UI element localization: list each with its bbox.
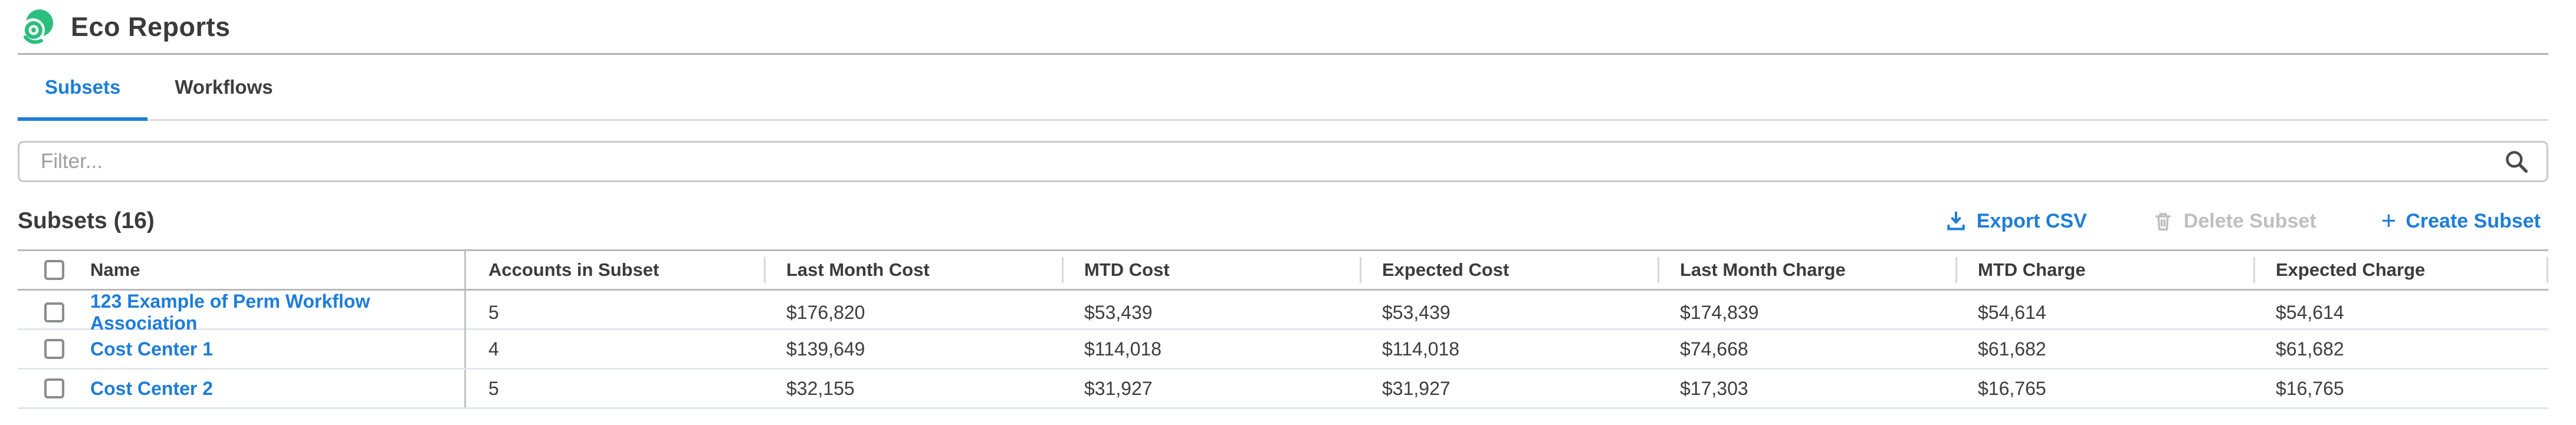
cell-last-month-charge: $174,839: [1680, 301, 1759, 323]
page-title: Eco Reports: [71, 12, 231, 42]
tab-subsets[interactable]: Subsets: [18, 55, 148, 121]
header-cell-last-month-charge: Last Month Charge: [1658, 251, 1955, 289]
cell-last-month-charge: $17,303: [1680, 377, 1748, 399]
filter-container: [18, 141, 2548, 182]
create-subset-button[interactable]: + Create Subset: [2381, 208, 2541, 234]
cell-mtd-cost: $31,927: [1084, 377, 1153, 399]
search-icon: [2506, 151, 2528, 173]
header-cell-name: Name: [18, 251, 466, 289]
subset-name-link[interactable]: 123 Example of Perm Workflow Association: [90, 291, 370, 334]
export-csv-button[interactable]: Export CSV: [1945, 210, 2087, 233]
export-csv-label: Export CSV: [1976, 209, 2087, 232]
header-cell-last-month-cost: Last Month Cost: [764, 251, 1062, 289]
download-icon: [1947, 211, 1965, 230]
header-cell-accounts: Accounts in Subset: [488, 259, 659, 280]
header-divider: [18, 53, 2548, 55]
subset-name-link[interactable]: Cost Center 2: [90, 377, 214, 399]
row-checkbox[interactable]: [44, 378, 64, 398]
cell-expected-charge: $61,682: [2276, 338, 2344, 360]
tab-bar: Subsets Workflows: [18, 55, 2548, 121]
cell-last-month-charge: $74,668: [1680, 338, 1748, 360]
cell-mtd-charge: $61,682: [1978, 338, 2046, 360]
cell-mtd-cost: $114,018: [1084, 338, 1162, 360]
header-cell-expected-cost: Expected Cost: [1360, 251, 1658, 289]
row-checkbox[interactable]: [44, 339, 64, 359]
row-checkbox[interactable]: [44, 302, 64, 322]
header-cell-mtd-charge: MTD Charge: [1955, 251, 2253, 289]
cell-accounts: 5: [488, 301, 499, 323]
header-cell-mtd-cost: MTD Cost: [1062, 251, 1360, 289]
tab-workflows[interactable]: Workflows: [175, 75, 273, 98]
select-all-checkbox[interactable]: [44, 260, 64, 280]
cell-last-month-cost: $139,649: [786, 338, 865, 360]
cell-mtd-charge: $54,614: [1978, 301, 2046, 323]
cell-mtd-charge: $16,765: [1978, 377, 2046, 399]
cell-expected-cost: $114,018: [1382, 338, 1460, 360]
plus-icon: +: [2381, 206, 2397, 235]
cell-accounts: 5: [488, 377, 499, 399]
cell-last-month-cost: $32,155: [786, 377, 855, 399]
cell-name: Cost Center 1: [18, 330, 466, 368]
cell-expected-charge: $54,614: [2276, 301, 2344, 323]
action-buttons: Export CSV Delete Subset + Create Subset: [1945, 208, 2541, 234]
cell-mtd-cost: $53,439: [1084, 301, 1153, 323]
table-header-row: Name Accounts in Subset Last Month Cost …: [18, 249, 2548, 291]
create-subset-label: Create Subset: [2406, 209, 2541, 232]
subset-name-link[interactable]: Cost Center 1: [90, 338, 214, 360]
table-row: 123 Example of Perm Workflow Association…: [18, 291, 2548, 334]
section-title: Subsets (16): [18, 208, 155, 233]
cell-name: Cost Center 2: [18, 370, 466, 407]
delete-subset-label: Delete Subset: [2183, 209, 2316, 232]
delete-subset-button[interactable]: Delete Subset: [2152, 210, 2316, 233]
cell-accounts: 4: [488, 338, 499, 360]
app-header: Eco Reports: [0, 0, 2576, 53]
cell-expected-cost: $53,439: [1382, 301, 1451, 323]
table-row: Cost Center 1 4 $139,649 $114,018 $114,0…: [18, 330, 2548, 370]
cell-expected-cost: $31,927: [1382, 377, 1451, 399]
cell-last-month-cost: $176,820: [786, 301, 865, 323]
filter-input[interactable]: [18, 141, 2548, 182]
subsets-table: Name Accounts in Subset Last Month Cost …: [18, 249, 2548, 409]
header-cell-expected-charge: Expected Charge: [2253, 251, 2548, 289]
column-label-name: Name: [90, 259, 140, 280]
cell-name: 123 Example of Perm Workflow Association: [18, 291, 466, 334]
trash-icon: [2155, 213, 2171, 230]
table-row: Cost Center 2 5 $32,155 $31,927 $31,927 …: [18, 370, 2548, 409]
eco-reports-logo-icon: [21, 9, 53, 44]
cell-expected-charge: $16,765: [2276, 377, 2344, 399]
section-header: Subsets (16) Export CSV Delete Subset + …: [18, 208, 2541, 234]
